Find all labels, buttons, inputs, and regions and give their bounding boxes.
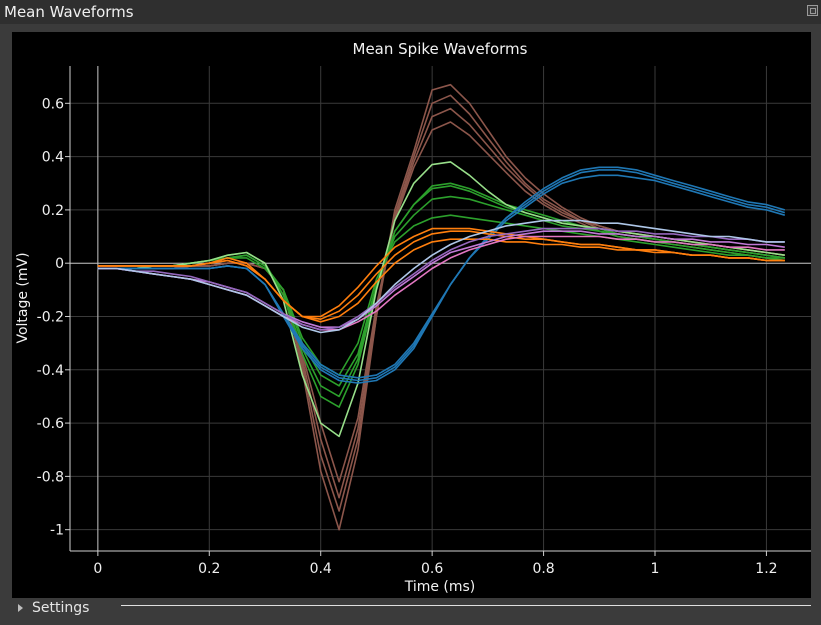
x-tick-label: 0.2 <box>198 561 220 577</box>
settings-section: Settings <box>0 598 821 625</box>
waveform-chart[interactable]: 0 0.2 0.4 0.6 0.8 1 1.2 -1 -0.8 -0.6 -0.4 -0.2 0 0.2 0… <box>12 32 811 598</box>
y-tick-label: -0.2 <box>37 309 64 325</box>
x-tick-label: 1.2 <box>755 561 777 577</box>
plot-area[interactable]: 0 0.2 0.4 0.6 0.8 1 1.2 -1 -0.8 -0.6 -0.4 -0.2 0 0.2 0… <box>12 32 811 598</box>
y-axis-label: Voltage (mV) <box>15 252 31 343</box>
y-tick-label: -0.4 <box>37 363 64 379</box>
settings-divider <box>121 605 811 606</box>
x-tick-label: 0.4 <box>310 561 332 577</box>
y-tick-label: 0 <box>55 256 64 272</box>
window-title: Mean Waveforms <box>4 3 134 21</box>
expand-arrow-icon <box>18 604 23 612</box>
y-tick-label: -0.6 <box>37 416 64 432</box>
y-tick-label: -1 <box>50 523 64 539</box>
y-tick-label: 0.2 <box>42 203 64 219</box>
x-axis-label: Time (ms) <box>404 579 476 595</box>
y-tick-label: -0.8 <box>37 469 64 485</box>
x-tick-label: 0.6 <box>421 561 443 577</box>
window-titlebar: Mean Waveforms <box>0 0 821 24</box>
settings-toggle[interactable]: Settings <box>18 600 89 616</box>
x-tick-label: 1 <box>651 561 660 577</box>
float-window-icon[interactable] <box>807 5 818 16</box>
x-tick-label: 0 <box>93 561 102 577</box>
plot-background <box>70 66 811 551</box>
settings-label: Settings <box>32 600 89 616</box>
x-tick-label: 0.8 <box>532 561 554 577</box>
y-tick-label: 0.6 <box>42 96 64 112</box>
chart-title: Mean Spike Waveforms <box>353 40 528 58</box>
y-tick-label: 0.4 <box>42 150 64 166</box>
